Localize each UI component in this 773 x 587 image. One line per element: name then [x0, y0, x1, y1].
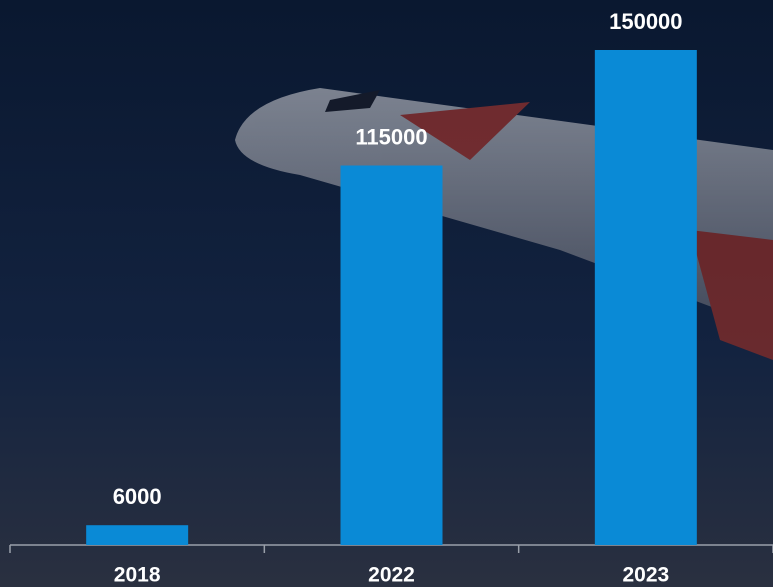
x-tick-label: 2023	[622, 564, 669, 587]
x-tick-label: 2022	[368, 564, 415, 587]
x-tick-label: 2018	[114, 564, 161, 587]
value-label: 150000	[609, 9, 682, 34]
value-label: 6000	[113, 484, 162, 509]
bar	[594, 50, 697, 545]
value-label: 115000	[355, 124, 427, 149]
bar	[340, 165, 443, 545]
bar	[86, 525, 189, 545]
